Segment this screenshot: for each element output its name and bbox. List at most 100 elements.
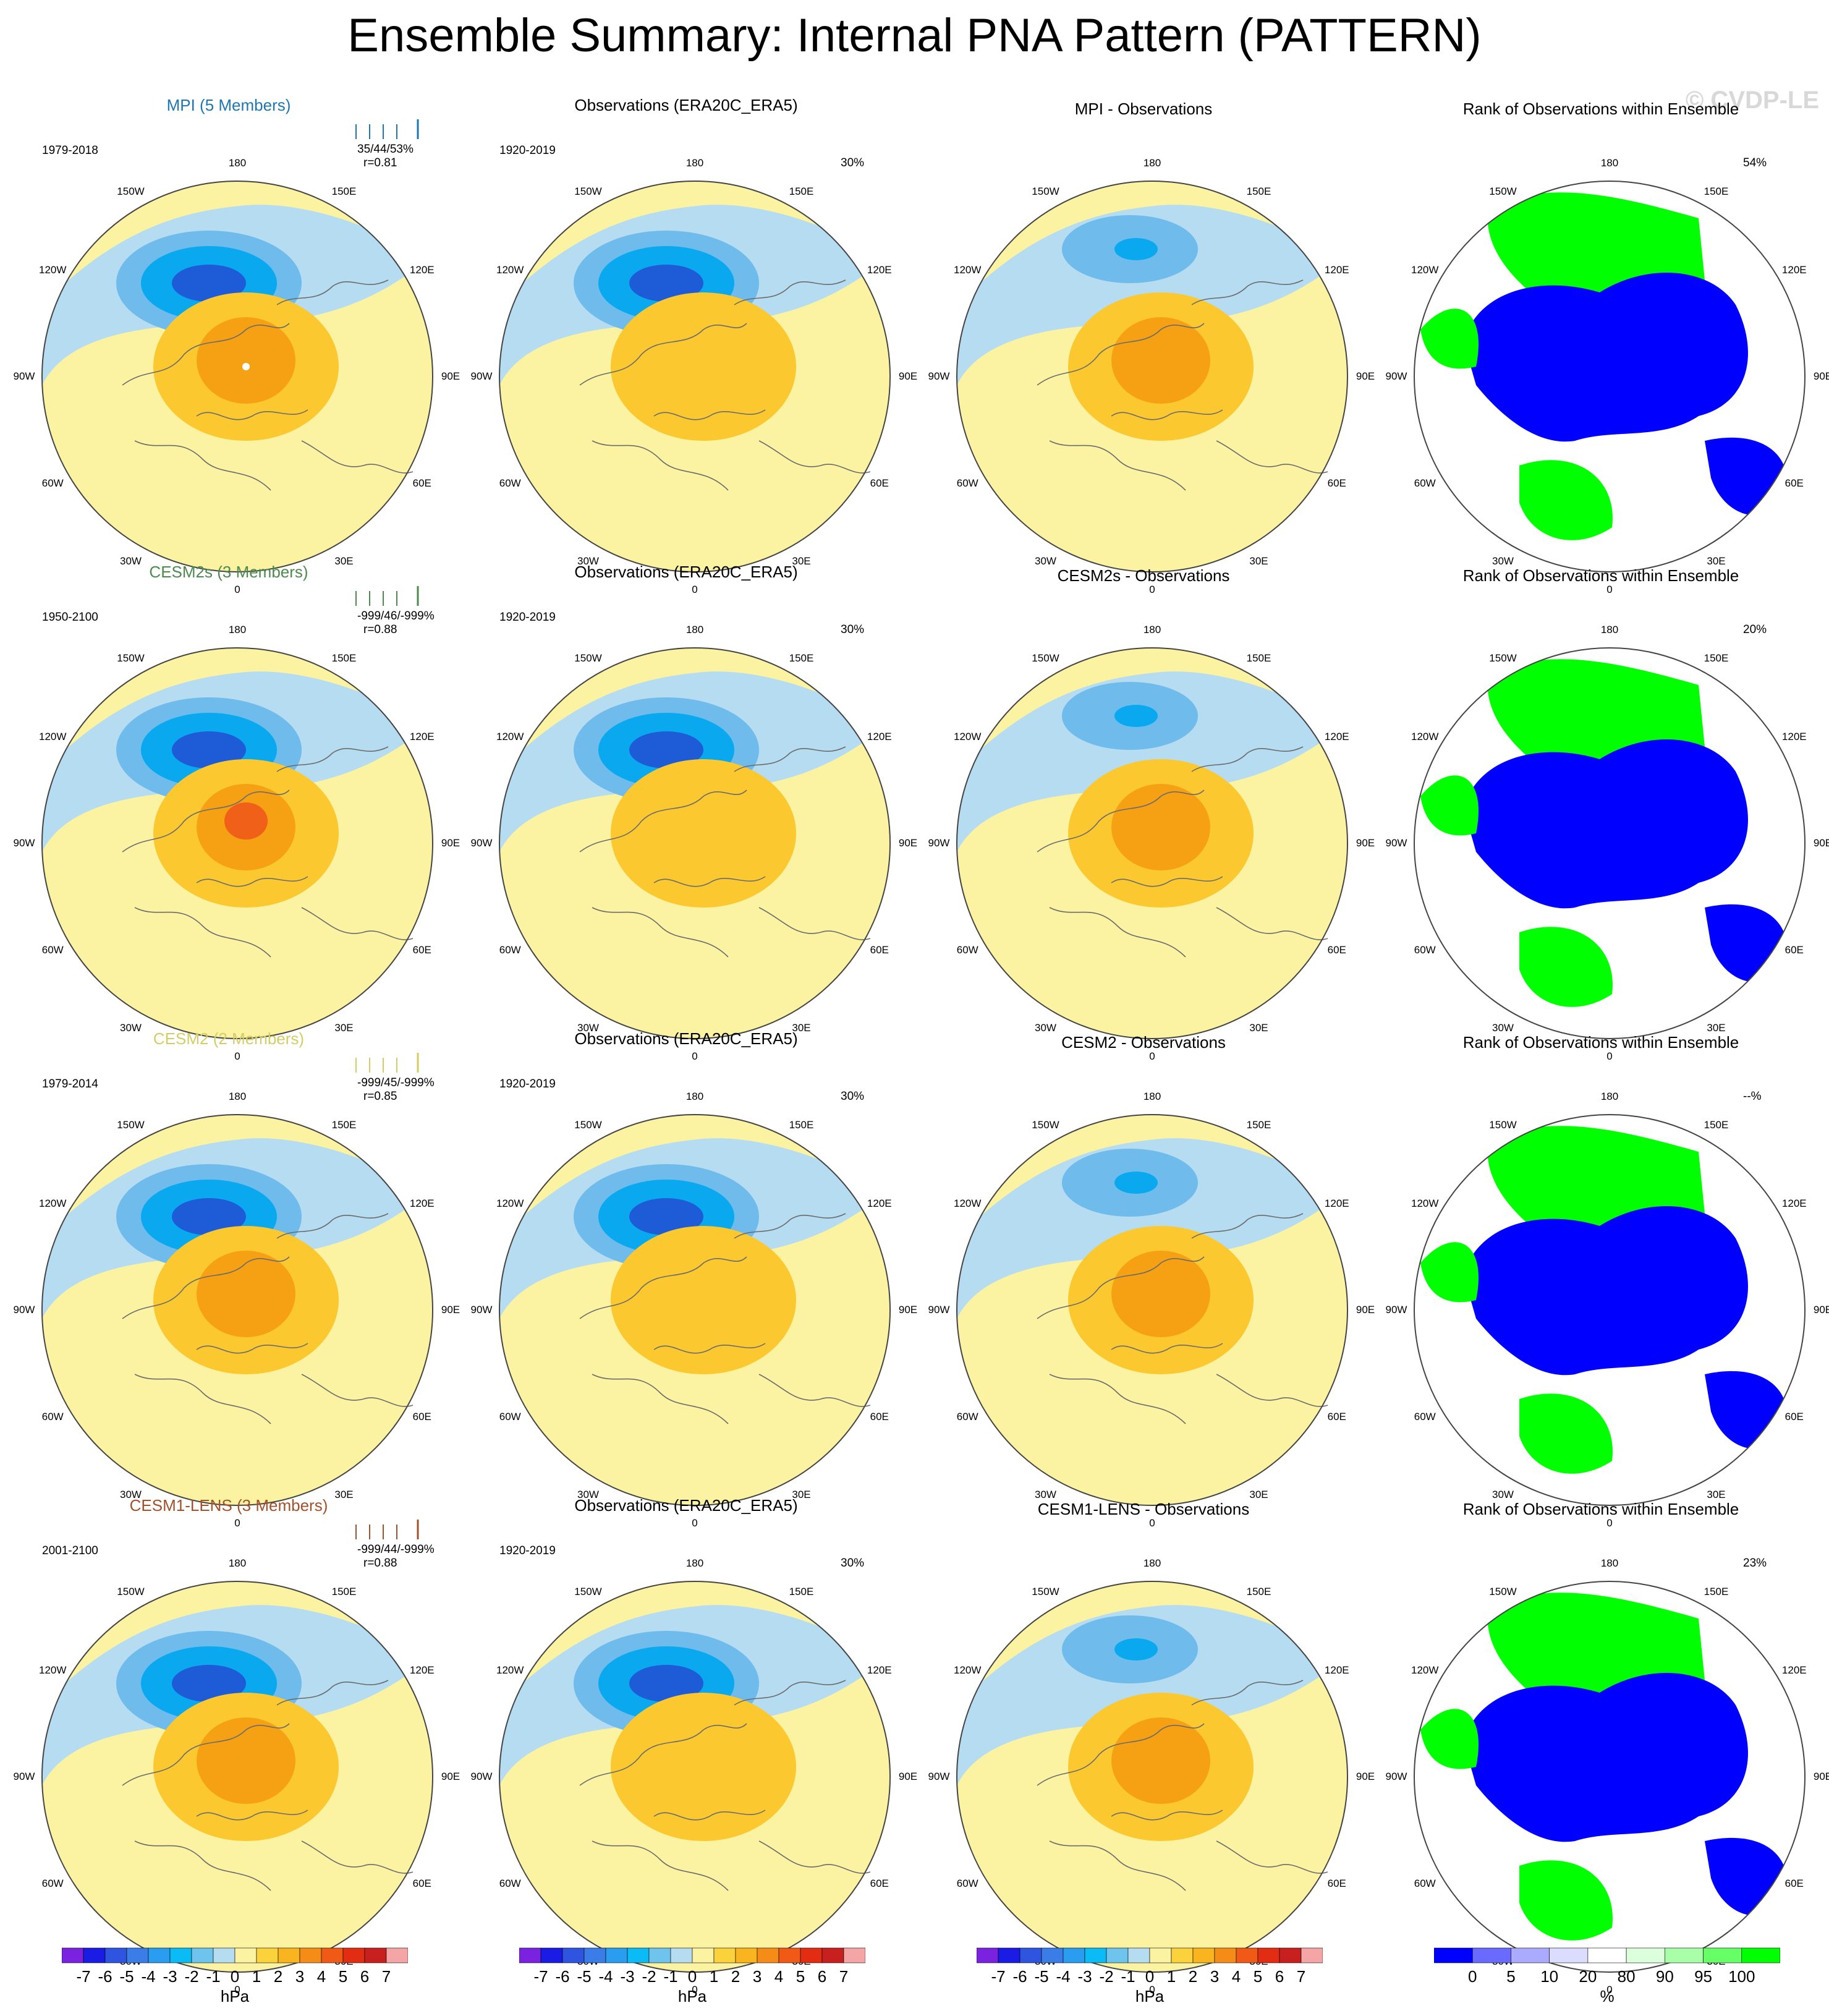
coastline bbox=[134, 1840, 271, 1891]
longitude-label: 60W bbox=[1414, 943, 1436, 956]
polar-map-globe bbox=[499, 1581, 891, 1973]
globe-border bbox=[499, 181, 891, 572]
period-label: 1920-2019 bbox=[499, 1544, 556, 1557]
colorbar-observations: -7 -6 -5 -4 -3 -2 -1 0 1 2 3 4 5 6 7 hPa bbox=[519, 1947, 866, 2015]
longitude-label: 120E bbox=[1781, 1197, 1807, 1209]
percent-label: 30% bbox=[841, 623, 865, 636]
longitude-label: 120E bbox=[867, 263, 892, 276]
coastline bbox=[301, 1374, 414, 1407]
longitude-label: 60E bbox=[412, 1410, 431, 1423]
longitude-label: 120W bbox=[1411, 1197, 1439, 1209]
panel-title: Rank of Observations within Ensemble bbox=[1462, 566, 1739, 585]
period-label: 1979-2018 bbox=[42, 144, 98, 157]
positive-region bbox=[957, 648, 1347, 772]
longitude-label: 60W bbox=[956, 477, 978, 489]
rank-region bbox=[1519, 1860, 1613, 1941]
longitude-label: 180 bbox=[1600, 1091, 1619, 1102]
longitude-label: 30E bbox=[334, 555, 354, 567]
longitude-label: 120W bbox=[954, 1664, 982, 1676]
longitude-label: 120E bbox=[1324, 1197, 1349, 1209]
colorbar-tick-label: 3 bbox=[1210, 1967, 1220, 1986]
longitude-label: 120W bbox=[39, 1664, 67, 1676]
colorbar-units: hPa bbox=[220, 1987, 250, 2005]
longitude-label: 150E bbox=[1704, 652, 1729, 665]
colorbar-rank: 0 5 10 20 80 90 95 100% bbox=[1433, 1947, 1781, 2015]
coastline bbox=[1049, 907, 1186, 958]
longitude-label: 60W bbox=[41, 477, 64, 489]
longitude-label: 120E bbox=[1781, 1664, 1807, 1676]
period-label: 1920-2019 bbox=[499, 1078, 556, 1091]
colorbar-tick-label: -6 bbox=[98, 1967, 112, 1986]
rank-region bbox=[1487, 1126, 1705, 1232]
positive-region bbox=[957, 1115, 1347, 1238]
longitude-label: 30W bbox=[1035, 555, 1056, 567]
period-label: 1950-2100 bbox=[42, 611, 98, 624]
copyright-watermark: © CVDP-LE bbox=[1685, 87, 1819, 114]
colorbar-swatch bbox=[692, 1947, 715, 1963]
polar-map-globe bbox=[956, 1581, 1348, 1973]
colorbar-tick-label: 2 bbox=[731, 1967, 741, 1986]
coastline bbox=[134, 1374, 271, 1424]
coastline bbox=[301, 1840, 414, 1874]
longitude-label: 30W bbox=[1492, 555, 1514, 567]
polar-map-globe bbox=[499, 181, 891, 572]
coastline bbox=[122, 1723, 290, 1786]
longitude-label: 90W bbox=[1385, 370, 1407, 382]
map-panel-obs-row4: Observations (ERA20C_ERA5) 1920-2019 30% 18… bbox=[457, 1496, 918, 1996]
coastline bbox=[758, 907, 871, 940]
longitude-label: 90W bbox=[13, 837, 35, 849]
longitude-label: 60W bbox=[41, 943, 64, 956]
longitude-label: 150W bbox=[1032, 652, 1059, 665]
longitude-label: 120E bbox=[867, 1664, 892, 1676]
panel-title: Observations (ERA20C_ERA5) bbox=[574, 1496, 798, 1515]
globe-border bbox=[956, 1581, 1348, 1973]
longitude-label: 30E bbox=[792, 1021, 811, 1034]
coastline bbox=[592, 1840, 729, 1891]
longitude-label: 90W bbox=[1385, 1304, 1407, 1316]
colorbar-swatch bbox=[821, 1947, 844, 1963]
positive-region bbox=[499, 1581, 890, 1705]
longitude-label: 150W bbox=[1032, 185, 1059, 198]
longitude-label: 120W bbox=[496, 1197, 524, 1209]
colorbar-units: hPa bbox=[677, 1987, 707, 2005]
longitude-label: 0 bbox=[692, 1984, 698, 1996]
colorbar-tick-label: 100 bbox=[1728, 1967, 1755, 1986]
longitude-label: 30E bbox=[1707, 1488, 1726, 1500]
polar-map-globe bbox=[499, 1114, 891, 1506]
colorbar-swatch bbox=[1019, 1947, 1042, 1963]
longitude-label: 60E bbox=[870, 943, 889, 956]
coastline bbox=[1111, 409, 1223, 420]
panel-title: CESM2 (2 Members) bbox=[153, 1029, 305, 1048]
longitude-label: 60W bbox=[499, 943, 521, 956]
coastline bbox=[579, 323, 747, 386]
colorbar-tick-label: -2 bbox=[1099, 1967, 1114, 1986]
map-panel-rank-row2: Rank of Observations within Ensemble 20% 1… bbox=[1372, 563, 1829, 1062]
colorbar-tick-label: 1 bbox=[252, 1967, 261, 1986]
colorbar-tick-label: -1 bbox=[663, 1967, 678, 1986]
correlation-label: r=0.88 bbox=[363, 623, 397, 636]
colorbar-swatch bbox=[540, 1947, 563, 1963]
colorbar-swatches bbox=[61, 1947, 409, 1963]
longitude-label: 90W bbox=[470, 837, 493, 849]
polar-map-globe bbox=[1414, 1114, 1806, 1506]
colorbar-swatches bbox=[976, 1947, 1323, 1963]
map-panel-diff-row2: CESM2s - Observations 180 150E 120E 90E 60E 30… bbox=[915, 563, 1375, 1062]
coastline bbox=[1049, 440, 1186, 491]
colorbar-swatch bbox=[342, 1947, 365, 1963]
page-title: Ensemble Summary: Internal PNA Pattern (… bbox=[347, 9, 1482, 62]
coastline bbox=[1191, 1213, 1304, 1239]
colorbar-tick-label: 6 bbox=[1275, 1967, 1284, 1986]
longitude-label: 120W bbox=[496, 1664, 524, 1676]
rank-region bbox=[1464, 739, 1748, 909]
colorbar-swatch bbox=[562, 1947, 585, 1963]
colorbar-swatches bbox=[1433, 1947, 1781, 1963]
longitude-label: 150W bbox=[117, 1586, 145, 1598]
longitude-label: 90W bbox=[928, 837, 950, 849]
spread-tick-marks bbox=[355, 1520, 419, 1539]
period-label: 1920-2019 bbox=[499, 611, 556, 624]
colorbar-tick-label: 2 bbox=[1188, 1967, 1198, 1986]
colorbar-swatch bbox=[61, 1947, 84, 1963]
rank-region bbox=[1519, 927, 1613, 1007]
longitude-label: 120E bbox=[1781, 730, 1807, 742]
coastline bbox=[276, 746, 389, 772]
